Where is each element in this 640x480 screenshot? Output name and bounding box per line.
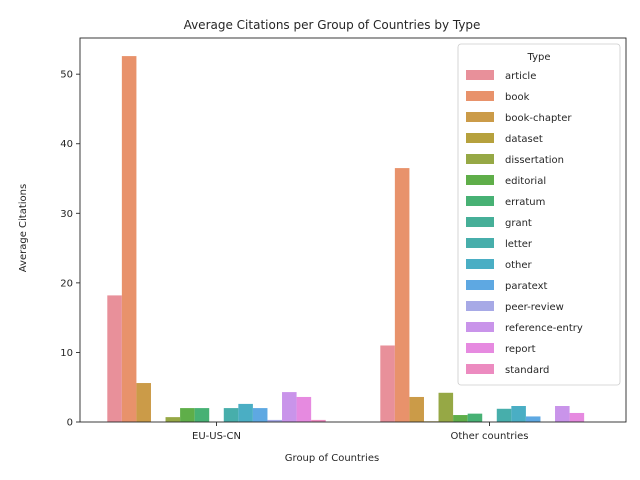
y-tick-label: 40 (60, 139, 73, 150)
legend-title: Type (527, 52, 551, 63)
legend-swatch-book (466, 91, 494, 101)
y-tick-label: 20 (60, 278, 73, 289)
bar-book-chapter-2 (409, 396, 424, 422)
legend-label-dissertation: dissertation (505, 155, 564, 166)
y-axis-label: Average Citations (18, 184, 29, 272)
legend-swatch-book-chapter (466, 112, 494, 122)
legend-swatch-report (466, 343, 494, 353)
y-tick-label: 10 (60, 348, 73, 359)
legend-label-book-chapter: book-chapter (505, 113, 572, 124)
bar-book-1 (121, 56, 137, 423)
legend-label-standard: standard (505, 365, 549, 376)
legend-label-report: report (505, 344, 536, 355)
bar-dissertation-2 (438, 392, 454, 422)
y-tick-label: 30 (60, 209, 73, 220)
legend-label-letter: letter (505, 239, 533, 250)
legend-swatch-article (466, 70, 494, 80)
bar-peer-review-1 (267, 419, 283, 422)
legend-label-editorial: editorial (505, 176, 546, 187)
legend-swatch-standard (466, 364, 494, 374)
legend-swatch-letter (466, 238, 494, 248)
legend: Type article book book-chapter dataset disser… (457, 43, 621, 386)
x-tick-label: EU-US-CN (192, 431, 241, 442)
bar-report-2 (569, 412, 585, 422)
legend-label-paratext: paratext (505, 281, 548, 292)
x-tick-label: Other countries (450, 431, 528, 442)
legend-label-article: article (505, 71, 536, 82)
legend-label-reference-entry: reference-entry (505, 323, 583, 334)
legend-swatch-other (466, 259, 494, 269)
bar-book-2 (394, 168, 410, 422)
bar-erratum-1 (194, 408, 210, 422)
chart-title: Average Citations per Group of Countries… (184, 18, 481, 32)
bar-erratum-2 (467, 413, 483, 422)
bar-editorial-1 (180, 408, 195, 422)
bar-report-1 (296, 396, 312, 422)
bar-standard-1 (311, 419, 326, 422)
plot-frame (79, 37, 627, 423)
bar-article-2 (380, 345, 395, 422)
legend-swatch-editorial (466, 175, 494, 185)
bar-paratext-2 (525, 416, 541, 422)
legend-swatch-reference-entry (466, 322, 494, 332)
legend-label-book: book (505, 92, 530, 103)
axes-group: 0 10 20 30 40 50 EU-US-CN Other countries (60, 37, 627, 442)
bar-paratext-1 (252, 408, 268, 422)
legend-swatch-peer-review (466, 301, 494, 311)
bar-other-1 (238, 403, 253, 422)
legend-label-peer-review: peer-review (505, 302, 564, 313)
legend-swatch-paratext (466, 280, 494, 290)
bar-editorial-2 (453, 415, 468, 422)
legend-swatch-dataset (466, 133, 494, 143)
y-tick-label: 50 (60, 70, 73, 81)
legend-swatch-erratum (466, 196, 494, 206)
bar-letter-1 (223, 408, 239, 422)
legend-label-dataset: dataset (505, 134, 543, 145)
bar-dissertation-1 (165, 417, 181, 422)
legend-swatch-dissertation (466, 154, 494, 164)
x-axis-label: Group of Countries (285, 453, 379, 464)
legend-label-erratum: erratum (505, 197, 545, 208)
legend-frame (457, 43, 621, 386)
bar-reference-entry-2 (555, 406, 570, 422)
bar-letter-2 (496, 408, 512, 422)
y-tick-label: 0 (67, 418, 73, 429)
bar-other-2 (511, 406, 526, 422)
bar-reference-entry-1 (282, 392, 297, 422)
legend-label-grant: grant (505, 218, 532, 229)
legend-label-other: other (505, 260, 533, 271)
bar-article-1 (107, 295, 122, 422)
legend-swatch-grant (466, 217, 494, 227)
bar-book-chapter-1 (136, 383, 151, 422)
